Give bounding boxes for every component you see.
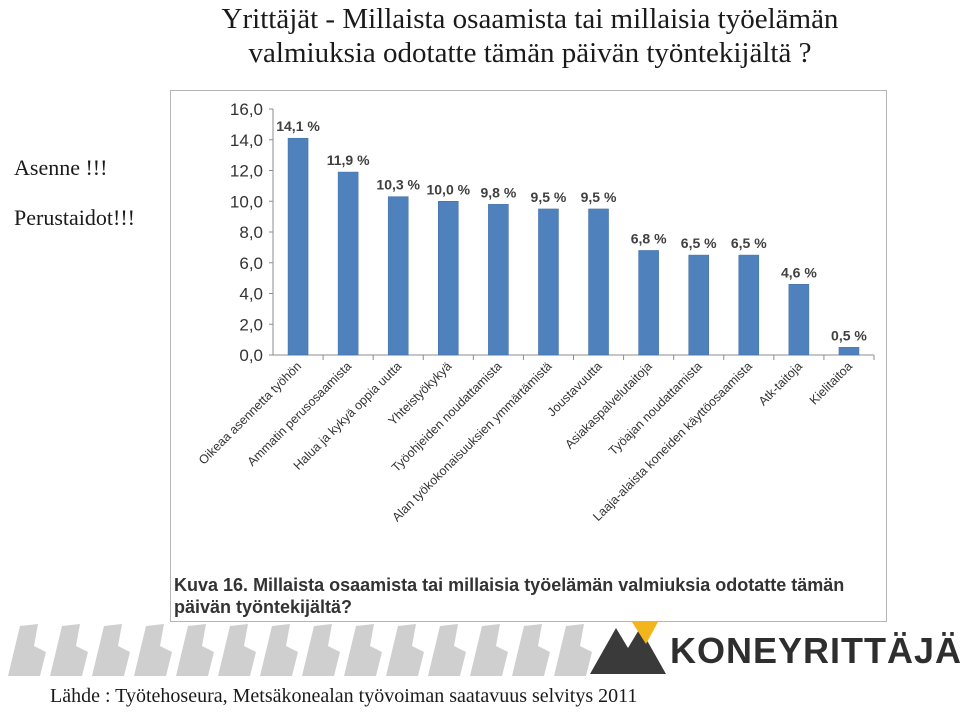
side-note-basic-skills-emphasis: !!! [113, 205, 135, 230]
decorative-pattern [8, 624, 592, 676]
bar-chart: 0,0 2,0 4,0 6,0 8,0 10,0 12,0 14,0 16,0 14,1 % Oik… [196, 100, 875, 524]
data-label: 14,1 % [276, 118, 320, 134]
band-shape [176, 624, 214, 676]
data-label: 6,5 % [681, 235, 717, 251]
side-note-basic-skills: Perustaidot!!! [14, 205, 135, 231]
y-tick-label: 2,0 [239, 315, 263, 334]
logo-mountain-shape [590, 628, 666, 674]
x-category-label: Kielitaitoa [807, 359, 855, 407]
band-shape [260, 624, 298, 676]
band-shape [134, 624, 172, 676]
bar [838, 347, 860, 356]
bar [638, 250, 659, 356]
x-category-label: Oikeaa asennetta työhön [196, 359, 304, 467]
band-shape [554, 624, 592, 676]
band-shape [512, 624, 550, 676]
x-category-label: Työajan noudattamista [606, 359, 705, 458]
y-tick-label: 14,0 [230, 131, 263, 150]
footer-pattern-band [8, 624, 592, 676]
slide-title-line1: Yrittäjät - Millaista osaamista tai mill… [221, 3, 839, 35]
data-label: 11,9 % [327, 152, 370, 168]
bar [538, 208, 559, 356]
band-shape [50, 624, 88, 676]
y-tick-label: 6,0 [239, 254, 263, 273]
band-shape [92, 624, 130, 676]
logo-accent-shape [632, 622, 658, 644]
band-shape [302, 624, 340, 676]
side-note-basic-skills-text: Perustaidot [14, 205, 113, 230]
data-label: 9,5 % [581, 189, 617, 205]
brand-name: KONEYRITTÄJÄT [670, 630, 960, 671]
caption-text-line2: päivän työntekijältä? [174, 597, 353, 617]
data-label: 10,0 % [426, 181, 470, 197]
slide-title-line2: valmiuksia odotatte tämän päivän työntek… [248, 37, 812, 69]
band-shape [8, 624, 46, 676]
bar [588, 208, 609, 356]
side-note-attitude: Asenne !!! [14, 155, 107, 181]
band-shape [428, 624, 466, 676]
y-tick-label: 0,0 [239, 346, 263, 365]
bar [688, 254, 709, 356]
band-shape [218, 624, 256, 676]
figure-caption: Kuva 16. Millaista osaamista tai millais… [174, 574, 879, 618]
bar [738, 254, 760, 356]
caption-text-line1: Millaista osaamista tai millaisia työelä… [253, 575, 845, 595]
bar [287, 137, 309, 356]
caption-label: Kuva 16. [174, 575, 249, 595]
chart-frame: 0,0 2,0 4,0 6,0 8,0 10,0 12,0 14,0 16,0 14,1 % Oik… [170, 90, 887, 622]
band-shape [344, 624, 382, 676]
bar [788, 284, 810, 356]
x-category-label: Ammatin perusosaamista [245, 359, 355, 469]
data-label: 6,5 % [731, 235, 767, 251]
y-tick-label: 10,0 [230, 192, 263, 211]
band-shape [470, 624, 508, 676]
y-tick-label: 12,0 [230, 162, 263, 181]
source-note: Lähde : Työtehoseura, Metsäkonealan työv… [50, 685, 638, 707]
brand-logo-mark [590, 622, 666, 674]
data-label: 9,5 % [531, 189, 567, 205]
data-label: 0,5 % [831, 327, 867, 343]
side-note-attitude-emphasis: !!! [85, 155, 108, 180]
x-category-label: Asiakaspalvelutaitoja [562, 359, 654, 451]
x-category-label: Atk-taitoja [756, 359, 805, 408]
data-label: 9,8 % [480, 184, 516, 200]
y-tick-label: 16,0 [230, 100, 263, 119]
band-shape [386, 624, 424, 676]
slide-title: Yrittäjät - Millaista osaamista tai mill… [150, 2, 910, 70]
y-tick-label: 8,0 [239, 223, 263, 242]
bar [387, 196, 409, 356]
data-label: 10,3 % [376, 177, 420, 193]
bar [488, 204, 509, 356]
data-label: 4,6 % [781, 264, 817, 280]
side-note-attitude-text: Asenne [14, 155, 80, 180]
y-tick-label: 4,0 [239, 285, 263, 304]
bar [438, 201, 459, 356]
data-label: 6,8 % [631, 230, 667, 246]
bar [337, 171, 359, 356]
